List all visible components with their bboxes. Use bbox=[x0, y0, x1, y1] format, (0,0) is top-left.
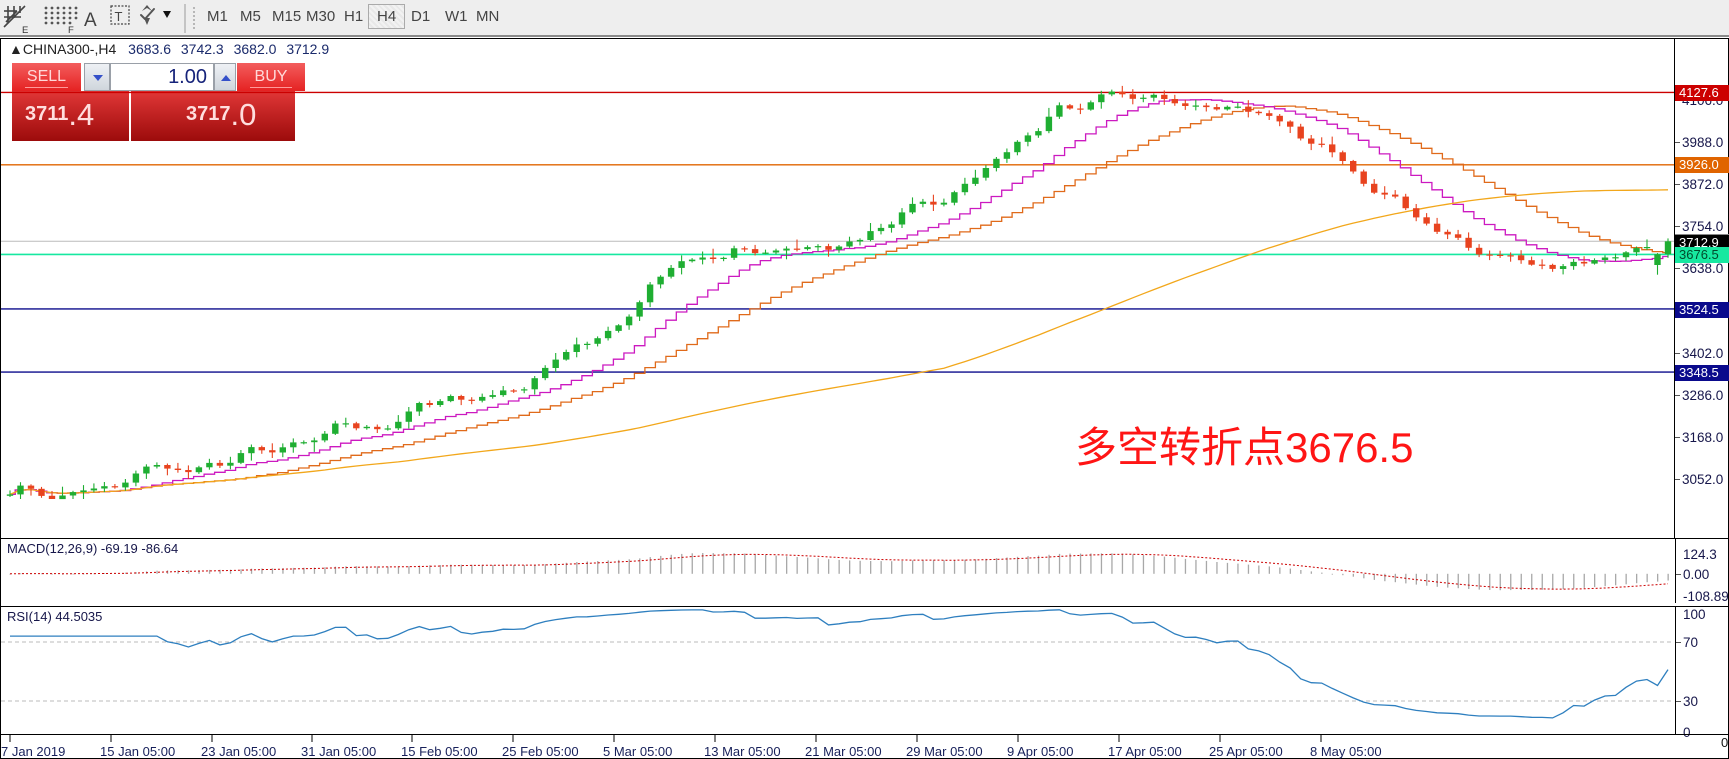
svg-text:多空转折点3676.5: 多空转折点3676.5 bbox=[1075, 424, 1413, 471]
